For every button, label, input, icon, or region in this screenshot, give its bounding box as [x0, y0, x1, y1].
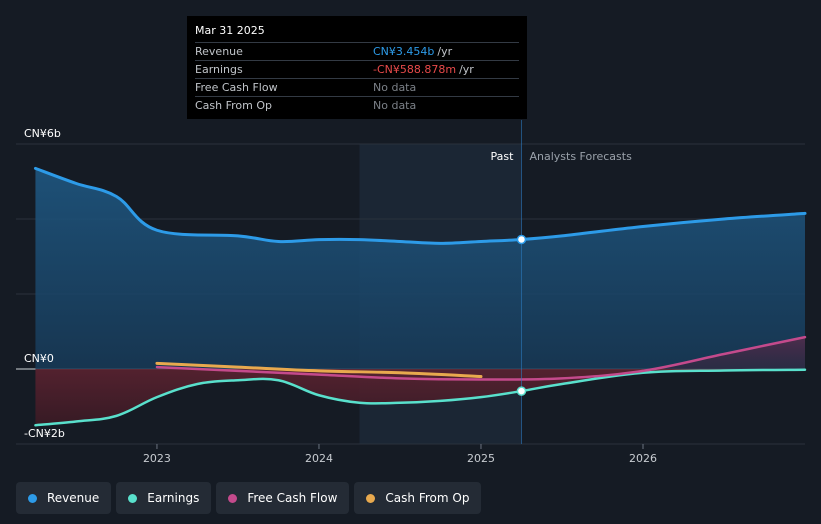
- legend-item-earnings[interactable]: Earnings: [116, 482, 212, 514]
- x-axis-label: 2024: [305, 452, 333, 465]
- y-axis-label: CN¥0: [24, 352, 54, 365]
- forecast-label: Analysts Forecasts: [529, 150, 632, 163]
- tooltip: Mar 31 2025 Revenue CN¥3.454b/yr Earnings -…: [187, 16, 527, 119]
- legend-dot-icon: [128, 493, 138, 503]
- tooltip-row-unit: /yr: [437, 45, 453, 58]
- x-axis-label: 2023: [143, 452, 171, 465]
- earnings-marker: [516, 386, 527, 396]
- legend-dot-icon: [28, 493, 37, 503]
- tooltip-row-label: Revenue: [195, 45, 243, 58]
- tooltip-row: Revenue CN¥3.454b/yr: [195, 42, 519, 60]
- earnings-area: [35, 369, 806, 426]
- legend: Revenue Earnings Free Cash Flow Cash From O…: [16, 482, 482, 514]
- tooltip-row-label: Earnings: [195, 63, 243, 76]
- earnings-line: [34, 368, 807, 427]
- legend-label: Free Cash Flow: [247, 491, 338, 505]
- legend-item-cash-from-op[interactable]: Cash From Op: [354, 482, 482, 514]
- legend-label: Revenue: [47, 491, 100, 505]
- tooltip-row-unit: /yr: [459, 63, 474, 76]
- revenue-area: [35, 168, 806, 369]
- tooltip-row: Earnings -CN¥588.878m/yr: [195, 60, 519, 78]
- legend-item-revenue[interactable]: Revenue: [16, 482, 112, 514]
- revenue-marker: [516, 234, 527, 245]
- tooltip-row-label: Cash From Op: [195, 99, 273, 112]
- legend-label: Cash From Op: [385, 491, 470, 505]
- tooltip-row: Free Cash Flow No data: [195, 78, 519, 96]
- tooltip-row: Cash From Op No data: [195, 96, 519, 114]
- tooltip-row-value: No data: [373, 99, 417, 112]
- legend-item-free-cash-flow[interactable]: Free Cash Flow: [216, 482, 350, 514]
- legend-label: Earnings: [147, 491, 200, 505]
- legend-dot-icon: [228, 493, 238, 503]
- tooltip-row-label: Free Cash Flow: [195, 81, 278, 94]
- x-axis-label: 2025: [467, 452, 495, 465]
- cash-from-op-line: [155, 361, 483, 378]
- past-label: Past: [491, 150, 515, 163]
- tooltip-date: Mar 31 2025: [195, 24, 265, 37]
- chart-area: CN¥6b CN¥0 -CN¥2b 2023 2024 2025 2026 Past Analy…: [16, 120, 807, 465]
- legend-dot-icon: [366, 493, 376, 503]
- y-axis-label: CN¥6b: [24, 127, 61, 140]
- free-cash-flow-line: [155, 335, 807, 381]
- x-axis-label: 2026: [629, 452, 657, 465]
- tooltip-row-value: CN¥3.454b: [373, 45, 435, 58]
- tooltip-row-value: -CN¥588.878m: [373, 63, 457, 76]
- tooltip-row-value: No data: [373, 81, 417, 94]
- revenue-line: [33, 166, 807, 245]
- y-axis-label: -CN¥2b: [24, 427, 65, 440]
